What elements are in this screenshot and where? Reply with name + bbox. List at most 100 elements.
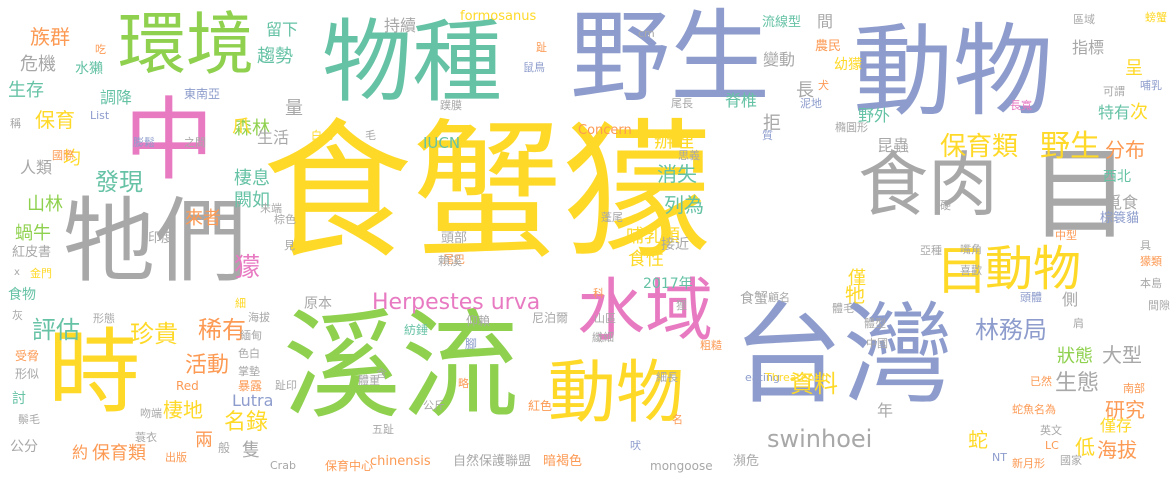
word-si-yi: 思義 — [678, 149, 700, 162]
word-ye-wai: 野外 — [858, 106, 891, 125]
word-herpestes: Herpestes urva — [372, 290, 541, 315]
word-zhong-guo: 中國 — [866, 337, 888, 350]
word-fen-bu: 分布 — [1105, 138, 1145, 162]
word-list: List — [90, 109, 110, 122]
word-fei: 吠 — [630, 439, 641, 452]
word-yin-du: 印度 — [148, 231, 175, 246]
word-mao-lei: 獴類 — [1140, 255, 1162, 268]
word-jian3: 見 — [284, 239, 295, 252]
word-ren-lei: 人類 — [20, 158, 53, 177]
word-shou-wei: 受脅 — [15, 349, 40, 363]
word-jun: 均 — [63, 148, 81, 169]
word-xing-tai: 形態 — [93, 312, 115, 325]
word-xi-chang: 細長 — [656, 371, 678, 384]
word-zhi-biao: 指標 — [1072, 38, 1105, 57]
word-shi: 時 — [48, 319, 141, 426]
word-cu-cao: 粗糙 — [700, 339, 722, 352]
word-mian-dian: 緬甸 — [240, 329, 262, 342]
word-ti-mao: 體毛 — [832, 302, 854, 315]
word-ti-xing: 體型 — [864, 317, 886, 330]
word-se-bai: 色白 — [238, 347, 260, 360]
word-yang-lai: 仰賴 — [466, 314, 491, 328]
word-wo-niu: 蝸牛 — [15, 223, 51, 244]
word-crab: Crab — [270, 459, 296, 472]
word-xian-wei: 纖細 — [592, 331, 614, 344]
word-shi-xie: 食蟹 — [740, 291, 768, 307]
word-peng-song: 膨鬆 — [133, 136, 155, 149]
word-xin-yue-xing: 新月形 — [1012, 457, 1045, 470]
word-sheng-cun: 生存 — [8, 80, 44, 101]
word-jian2: 肩 — [1073, 317, 1084, 330]
word-dong-wu-big: 動物 — [853, 13, 1053, 130]
word-tiao-jiang: 調降 — [100, 88, 133, 107]
word-zong-se: 棕色 — [274, 213, 296, 226]
word-bao-yu: 保育 — [35, 108, 75, 132]
word-zi-ran: 自然保護聯盟 — [453, 454, 532, 469]
word-xi-mao: 鬃毛 — [18, 413, 40, 426]
word-bao-yu-lei: 保育類 — [940, 132, 1019, 162]
word-dong-wu-low: 動物 — [985, 241, 1082, 297]
word-lin-wu-ju: 林務局 — [975, 316, 1047, 344]
word-hai-ba3: 海拔 — [248, 311, 270, 324]
word-ci: 次 — [1130, 102, 1148, 123]
word-nan-bu: 南部 — [1123, 382, 1145, 395]
word-ta-men: 牠們 — [63, 188, 248, 295]
word-shi-xie-mao: 食蟹獴 — [262, 106, 713, 280]
word-chu-ban: 出版 — [165, 451, 187, 464]
word-mo-duan: 末端 — [260, 202, 282, 215]
word-nt: NT — [992, 451, 1007, 464]
word-qian: 吃 — [95, 43, 106, 56]
word-yi-ran: 已然 — [1030, 375, 1052, 388]
word-nong-min: 農民 — [815, 39, 842, 54]
word-yan-jiu: 研究 — [1105, 398, 1145, 422]
word-zhi: 隻 — [242, 440, 260, 461]
word-you-mao: 幼獴 — [834, 57, 862, 73]
word-shan-qu: 山區 — [594, 312, 616, 325]
word-mao2: 毛 — [365, 129, 376, 142]
word-qu-yu: 區域 — [1073, 13, 1095, 26]
word-shui-yu: 水域 — [577, 272, 714, 351]
word-pang-wei: 蓬尾 — [601, 211, 623, 224]
word-mao: 獴 — [234, 253, 261, 283]
word-lutra: Lutra — [232, 391, 274, 410]
word-yue: 約 — [72, 443, 89, 462]
word-she-yu: 蛇魚名為 — [1012, 403, 1056, 416]
word-shi-rou: 食肉 — [858, 144, 998, 226]
word-da-xing: 大型 — [1102, 343, 1142, 367]
word-formosanus: formosanus — [460, 9, 537, 24]
word-zhi-yin: 趾印 — [275, 379, 297, 392]
word-bu-ru: 哺乳 — [1140, 79, 1162, 92]
word-wei-ji: 危機 — [20, 54, 56, 75]
word-ya-zhong: 亞種 — [920, 244, 942, 257]
word-gu-ming: 顧名 — [768, 291, 790, 304]
word-li: 狸 — [676, 299, 687, 312]
word-chi-xu: 持續 — [384, 16, 417, 35]
word-guo-jia: 國家 — [1060, 454, 1082, 467]
word-eating: eating — [745, 371, 780, 384]
word-lie-wei: 列為 — [664, 193, 704, 217]
word-hai-ba: 海拔 — [1097, 438, 1137, 462]
word-han: 含 — [376, 367, 387, 380]
word-jin-men: 金門 — [30, 267, 52, 280]
word-zhi3: 趾 — [536, 41, 547, 54]
word-wu-zhong: 物種 — [322, 10, 502, 115]
word-jian-sou: 間隙 — [1148, 299, 1170, 312]
word-mongoose: mongoose — [650, 459, 713, 473]
word-jian: 間 — [817, 12, 834, 31]
word-xu-yi: 蓑衣 — [135, 431, 157, 444]
word-xiao-shi: 消失 — [657, 162, 697, 186]
word-te-you: 特有 — [1098, 103, 1131, 122]
word-liu-xia: 留下 — [266, 20, 299, 39]
word-dong-wu-mid: 動物 — [548, 354, 685, 433]
word-zhuang-tai: 狀態 — [1057, 346, 1093, 367]
word-zhang-dian: 掌墊 — [238, 365, 260, 378]
word-ta: 牠 — [845, 283, 865, 307]
word-mu-big: 目 — [1030, 136, 1130, 253]
word-ping-gu: 評估 — [32, 316, 80, 344]
word-hui: 灰 — [12, 309, 23, 322]
word-chang-kuan: 長寬 — [1010, 99, 1032, 112]
word-gong-fen: 公分 — [10, 439, 38, 455]
word-hong-pi-shu: 紅皮書 — [12, 245, 52, 260]
word-ke: 科 — [593, 287, 604, 300]
word-shi-xing: 食性 — [628, 249, 664, 270]
